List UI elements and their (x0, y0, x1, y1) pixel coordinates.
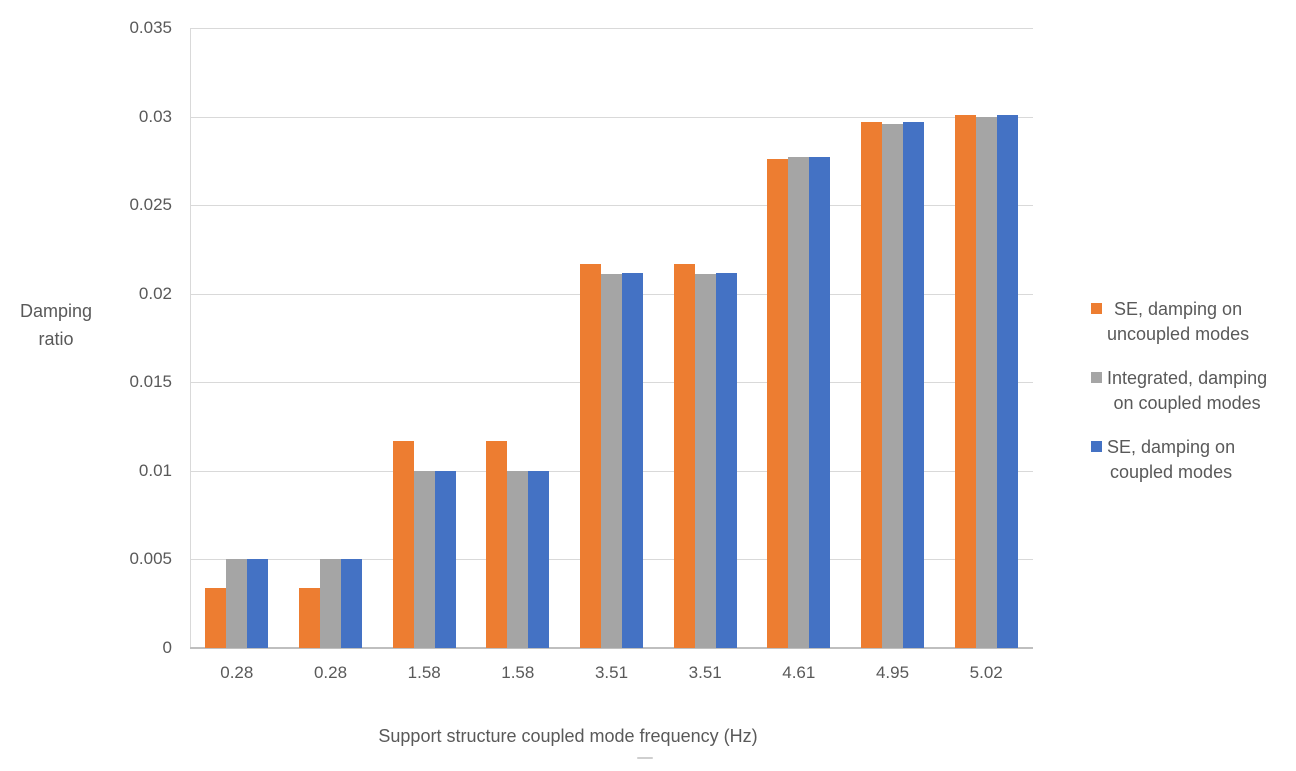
x-tick-label: 1.58 (407, 663, 441, 682)
legend-item-series3: SE, damping on coupled modes (1091, 435, 1235, 485)
x-tick-label: 4.95 (875, 663, 910, 682)
legend-swatch-icon (1091, 303, 1102, 314)
legend-label: SE, damping on uncoupled modes (1107, 297, 1249, 347)
gridline (190, 28, 1033, 29)
bar-series3-cat4 (528, 470, 550, 648)
legend-label: SE, damping on coupled modes (1107, 435, 1235, 485)
legend-label-line: SE, damping on (1107, 437, 1236, 457)
legend-label-line: Integrated, damping (1107, 368, 1268, 388)
legend-item-series1: SE, damping on uncoupled modes (1091, 297, 1249, 347)
bar-series1-cat9 (954, 114, 976, 648)
bar-series1-cat6 (673, 263, 695, 648)
bar-series2-cat4 (507, 470, 529, 648)
y-tick-label: 0.01 (138, 460, 172, 480)
y-tick-label: 0.035 (129, 18, 172, 37)
bar-series1-cat7 (767, 159, 789, 648)
x-axis-line (190, 647, 1033, 649)
y-axis-line (190, 28, 191, 648)
legend-item-series2: Integrated, damping on coupled modes (1091, 366, 1267, 416)
y-axis-title-line1: Damping (19, 301, 93, 321)
bar-series2-cat9 (975, 116, 997, 648)
y-axis-title: Damping ratio (6, 297, 106, 353)
y-tick-label: 0.015 (129, 372, 172, 392)
x-tick-label: 5.02 (969, 663, 1003, 682)
y-tick-label: 0.02 (138, 283, 172, 303)
gridline (190, 205, 1033, 207)
bar-series3-cat1 (247, 559, 269, 648)
x-tick-label: 0.28 (220, 663, 254, 682)
bar-series1-cat1 (205, 587, 227, 648)
bar-series2-cat2 (320, 559, 341, 648)
y-tick-label: 0 (162, 638, 172, 657)
bar-series3-cat3 (434, 470, 456, 648)
legend-label-line: on coupled modes (1113, 393, 1261, 413)
y-tick-label: 0.03 (138, 106, 172, 126)
legend-label-line: SE, damping on (1114, 299, 1243, 319)
x-tick-label: 1.58 (501, 663, 535, 682)
bar-series3-cat5 (622, 272, 643, 648)
legend-label: Integrated, damping on coupled modes (1107, 366, 1267, 416)
legend-label-line: uncoupled modes (1107, 324, 1250, 344)
y-axis-title-line2: ratio (38, 329, 74, 349)
bar-series2-cat1 (226, 559, 248, 648)
x-tick-label: 0.28 (313, 663, 348, 682)
x-tick-label: 3.51 (688, 663, 722, 682)
bar-series1-cat8 (861, 121, 882, 648)
legend-swatch-icon (1091, 372, 1102, 383)
cropped-glyph-artifact (637, 757, 653, 759)
legend-label-line: coupled modes (1110, 462, 1233, 482)
bar-series1-cat5 (580, 263, 601, 648)
gridline (190, 116, 1033, 118)
legend-swatch-icon (1091, 441, 1102, 452)
bar-series2-cat3 (413, 470, 435, 648)
bar-series2-cat6 (694, 274, 716, 648)
bar-series2-cat5 (601, 274, 622, 648)
bar-series3-cat9 (996, 114, 1018, 648)
x-tick-label: 4.61 (782, 663, 816, 682)
bar-series1-cat2 (299, 587, 320, 648)
bar-series2-cat8 (882, 123, 903, 648)
bar-series3-cat6 (715, 272, 737, 648)
bar-series3-cat8 (903, 121, 924, 648)
bar-series3-cat7 (809, 157, 831, 648)
bar-series1-cat4 (486, 440, 508, 648)
y-tick-label: 0.005 (129, 549, 172, 569)
bar-series3-cat2 (341, 559, 362, 648)
x-tick-label: 3.51 (594, 663, 629, 682)
bar-series2-cat7 (788, 157, 810, 648)
y-tick-label: 0.025 (129, 195, 172, 215)
bar-series1-cat3 (392, 440, 414, 648)
x-axis-title: Support structure coupled mode frequency… (378, 726, 758, 746)
